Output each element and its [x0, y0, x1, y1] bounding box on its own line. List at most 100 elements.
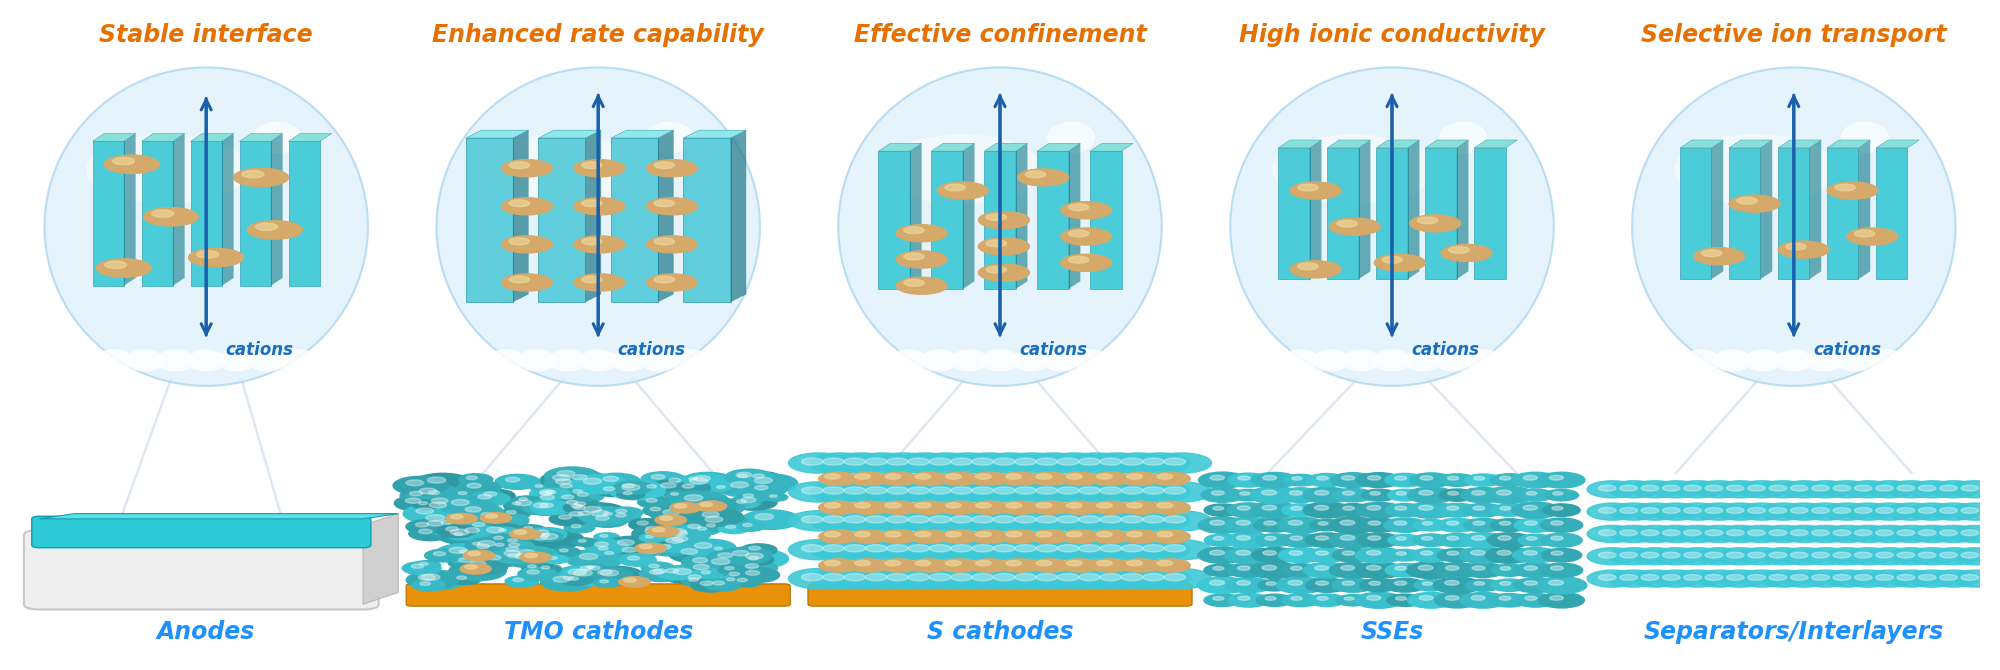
Circle shape [468, 551, 480, 555]
Circle shape [1960, 507, 1978, 513]
Circle shape [1024, 482, 1084, 502]
Circle shape [1142, 574, 1164, 581]
Circle shape [642, 472, 684, 486]
Circle shape [536, 530, 548, 535]
Circle shape [578, 492, 588, 496]
Circle shape [510, 238, 530, 245]
Circle shape [1876, 485, 1894, 491]
Circle shape [1408, 487, 1454, 503]
Circle shape [1630, 548, 1680, 565]
Circle shape [1790, 530, 1808, 536]
Circle shape [1298, 263, 1318, 270]
Circle shape [1608, 503, 1660, 520]
Circle shape [540, 533, 550, 537]
Circle shape [1082, 262, 1098, 268]
Polygon shape [240, 133, 282, 141]
Circle shape [430, 502, 446, 508]
Circle shape [1464, 519, 1504, 532]
Circle shape [1290, 566, 1302, 570]
Circle shape [730, 494, 778, 510]
Circle shape [1940, 574, 1958, 580]
Circle shape [1254, 518, 1296, 532]
Circle shape [960, 511, 1020, 531]
Circle shape [416, 523, 428, 527]
Text: Enhanced rate capability: Enhanced rate capability [432, 23, 764, 47]
Circle shape [574, 274, 624, 291]
Circle shape [488, 541, 516, 551]
Circle shape [522, 281, 540, 287]
Circle shape [1490, 519, 1528, 531]
Circle shape [1336, 595, 1370, 606]
Circle shape [1388, 549, 1422, 561]
Circle shape [1440, 245, 1492, 261]
Circle shape [1864, 503, 1916, 520]
Circle shape [1368, 582, 1380, 586]
Circle shape [518, 549, 534, 555]
Circle shape [1876, 530, 1894, 536]
Circle shape [458, 474, 492, 485]
Circle shape [270, 229, 288, 235]
Circle shape [568, 577, 578, 580]
Circle shape [502, 236, 552, 253]
Circle shape [1496, 550, 1512, 555]
Circle shape [1368, 476, 1380, 480]
Circle shape [654, 238, 674, 245]
Circle shape [950, 516, 972, 523]
Circle shape [666, 168, 684, 174]
Circle shape [646, 274, 698, 291]
Circle shape [1620, 574, 1638, 580]
Circle shape [748, 546, 760, 550]
Circle shape [606, 536, 658, 554]
Circle shape [1304, 563, 1350, 578]
Circle shape [938, 453, 998, 473]
Circle shape [832, 482, 892, 502]
Circle shape [248, 220, 302, 239]
Circle shape [1462, 563, 1504, 578]
Circle shape [718, 523, 750, 533]
Circle shape [584, 478, 602, 484]
Circle shape [668, 478, 680, 482]
Circle shape [1156, 561, 1172, 565]
Circle shape [926, 536, 938, 541]
Circle shape [594, 168, 612, 174]
Circle shape [494, 536, 504, 539]
Circle shape [1864, 525, 1916, 543]
Circle shape [698, 555, 756, 574]
Circle shape [714, 547, 722, 550]
Circle shape [644, 566, 684, 580]
Circle shape [886, 458, 908, 465]
Circle shape [994, 545, 1014, 552]
Circle shape [998, 219, 1016, 225]
Ellipse shape [980, 349, 1020, 372]
Circle shape [1066, 474, 1082, 479]
Circle shape [448, 561, 506, 581]
Circle shape [688, 498, 744, 517]
Ellipse shape [86, 134, 248, 204]
Circle shape [652, 474, 666, 479]
Circle shape [496, 545, 536, 558]
Circle shape [1918, 552, 1936, 558]
Circle shape [1706, 507, 1722, 513]
Circle shape [1198, 577, 1248, 594]
Circle shape [654, 276, 674, 283]
Circle shape [1258, 580, 1292, 591]
Circle shape [1758, 503, 1808, 520]
Circle shape [1548, 580, 1564, 586]
Circle shape [1342, 507, 1354, 510]
Circle shape [1684, 485, 1702, 491]
Circle shape [562, 575, 592, 586]
Circle shape [1474, 582, 1484, 586]
Circle shape [504, 550, 556, 567]
Circle shape [1000, 501, 1040, 515]
Circle shape [672, 537, 688, 541]
Circle shape [406, 520, 448, 533]
Circle shape [690, 525, 720, 535]
Circle shape [832, 568, 892, 589]
Circle shape [452, 499, 470, 505]
Circle shape [1736, 503, 1788, 520]
Circle shape [670, 529, 686, 535]
Circle shape [1290, 182, 1342, 199]
Circle shape [1060, 559, 1100, 572]
Circle shape [818, 472, 858, 485]
Circle shape [534, 535, 548, 540]
